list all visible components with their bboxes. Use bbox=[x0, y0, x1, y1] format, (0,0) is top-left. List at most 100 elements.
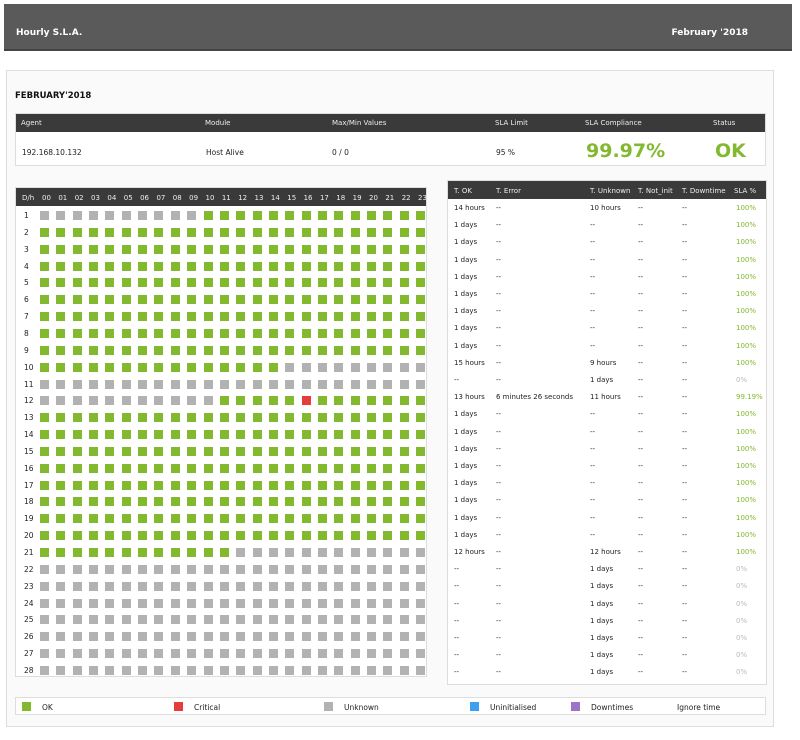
grid-cell[interactable] bbox=[399, 413, 409, 423]
grid-cell[interactable] bbox=[187, 328, 197, 338]
grid-cell[interactable] bbox=[40, 548, 49, 557]
grid-cell[interactable] bbox=[154, 514, 164, 524]
grid-cell[interactable] bbox=[219, 345, 229, 355]
grid-cell[interactable] bbox=[367, 598, 376, 608]
grid-cell[interactable] bbox=[416, 227, 426, 237]
grid-cell[interactable] bbox=[89, 463, 99, 473]
grid-cell[interactable] bbox=[154, 295, 164, 305]
grid-cell[interactable] bbox=[203, 497, 213, 507]
grid-cell[interactable] bbox=[203, 379, 213, 389]
grid-cell[interactable] bbox=[285, 615, 295, 625]
grid-cell[interactable] bbox=[236, 362, 246, 372]
grid-cell[interactable] bbox=[40, 211, 49, 220]
grid-cell[interactable] bbox=[285, 211, 295, 220]
grid-cell[interactable] bbox=[350, 244, 360, 254]
grid-cell[interactable] bbox=[40, 379, 49, 389]
grid-cell[interactable] bbox=[89, 632, 99, 642]
grid-cell[interactable] bbox=[399, 227, 409, 237]
grid-cell[interactable] bbox=[121, 345, 131, 355]
grid-cell[interactable] bbox=[56, 665, 66, 675]
grid-cell[interactable] bbox=[268, 649, 278, 659]
grid-cell[interactable] bbox=[285, 632, 295, 642]
grid-cell[interactable] bbox=[89, 413, 99, 423]
grid-cell[interactable] bbox=[138, 615, 148, 625]
grid-cell[interactable] bbox=[154, 665, 164, 675]
grid-cell[interactable] bbox=[154, 581, 164, 591]
grid-cell[interactable] bbox=[383, 514, 393, 524]
grid-cell[interactable] bbox=[187, 211, 197, 220]
grid-cell[interactable] bbox=[72, 430, 82, 440]
grid-cell[interactable] bbox=[170, 446, 180, 456]
grid-cell[interactable] bbox=[399, 598, 409, 608]
grid-cell[interactable] bbox=[203, 564, 213, 574]
grid-cell[interactable] bbox=[187, 665, 197, 675]
grid-cell[interactable] bbox=[138, 497, 148, 507]
grid-cell[interactable] bbox=[416, 497, 426, 507]
grid-cell[interactable] bbox=[121, 632, 131, 642]
grid-cell[interactable] bbox=[268, 312, 278, 322]
grid-cell[interactable] bbox=[154, 362, 164, 372]
grid-cell[interactable] bbox=[154, 548, 164, 557]
grid-cell[interactable] bbox=[383, 649, 393, 659]
grid-cell[interactable] bbox=[383, 379, 393, 389]
grid-cell[interactable] bbox=[301, 649, 311, 659]
grid-cell[interactable] bbox=[301, 632, 311, 642]
grid-cell[interactable] bbox=[40, 446, 49, 456]
grid-cell[interactable] bbox=[236, 328, 246, 338]
grid-cell[interactable] bbox=[89, 615, 99, 625]
grid-cell[interactable] bbox=[203, 463, 213, 473]
grid-cell[interactable] bbox=[72, 548, 82, 557]
grid-cell[interactable] bbox=[89, 328, 99, 338]
grid-cell[interactable] bbox=[72, 463, 82, 473]
grid-cell[interactable] bbox=[252, 379, 262, 389]
grid-cell[interactable] bbox=[285, 261, 295, 271]
grid-cell[interactable] bbox=[105, 598, 115, 608]
grid-cell[interactable] bbox=[252, 564, 262, 574]
grid-cell[interactable] bbox=[350, 463, 360, 473]
grid-cell[interactable] bbox=[121, 396, 131, 406]
grid-cell[interactable] bbox=[40, 514, 49, 524]
grid-cell[interactable] bbox=[399, 649, 409, 659]
grid-cell[interactable] bbox=[170, 514, 180, 524]
grid-cell[interactable] bbox=[72, 564, 82, 574]
grid-cell[interactable] bbox=[138, 312, 148, 322]
grid-cell[interactable] bbox=[154, 632, 164, 642]
grid-cell[interactable] bbox=[383, 295, 393, 305]
grid-cell[interactable] bbox=[383, 615, 393, 625]
grid-cell[interactable] bbox=[89, 665, 99, 675]
grid-cell[interactable] bbox=[416, 396, 426, 406]
grid-cell[interactable] bbox=[252, 312, 262, 322]
grid-cell[interactable] bbox=[170, 430, 180, 440]
grid-cell[interactable] bbox=[121, 497, 131, 507]
grid-cell[interactable] bbox=[40, 396, 49, 406]
grid-cell[interactable] bbox=[367, 531, 376, 541]
grid-cell[interactable] bbox=[285, 581, 295, 591]
grid-cell[interactable] bbox=[219, 362, 229, 372]
grid-cell[interactable] bbox=[350, 345, 360, 355]
grid-cell[interactable] bbox=[89, 312, 99, 322]
grid-cell[interactable] bbox=[236, 295, 246, 305]
grid-cell[interactable] bbox=[56, 531, 66, 541]
grid-cell[interactable] bbox=[301, 328, 311, 338]
grid-cell[interactable] bbox=[268, 362, 278, 372]
grid-cell[interactable] bbox=[40, 463, 49, 473]
grid-cell[interactable] bbox=[416, 345, 426, 355]
grid-cell[interactable] bbox=[252, 261, 262, 271]
grid-cell[interactable] bbox=[285, 463, 295, 473]
grid-cell[interactable] bbox=[416, 632, 426, 642]
grid-cell[interactable] bbox=[170, 581, 180, 591]
grid-cell[interactable] bbox=[40, 362, 49, 372]
grid-cell[interactable] bbox=[301, 227, 311, 237]
grid-cell[interactable] bbox=[121, 480, 131, 490]
grid-cell[interactable] bbox=[317, 396, 327, 406]
grid-cell[interactable] bbox=[285, 548, 295, 557]
grid-cell[interactable] bbox=[252, 430, 262, 440]
grid-cell[interactable] bbox=[219, 463, 229, 473]
grid-cell[interactable] bbox=[416, 328, 426, 338]
grid-cell[interactable] bbox=[154, 598, 164, 608]
grid-cell[interactable] bbox=[154, 649, 164, 659]
grid-cell[interactable] bbox=[334, 548, 344, 557]
grid-cell[interactable] bbox=[285, 446, 295, 456]
grid-cell[interactable] bbox=[399, 396, 409, 406]
grid-cell[interactable] bbox=[268, 413, 278, 423]
